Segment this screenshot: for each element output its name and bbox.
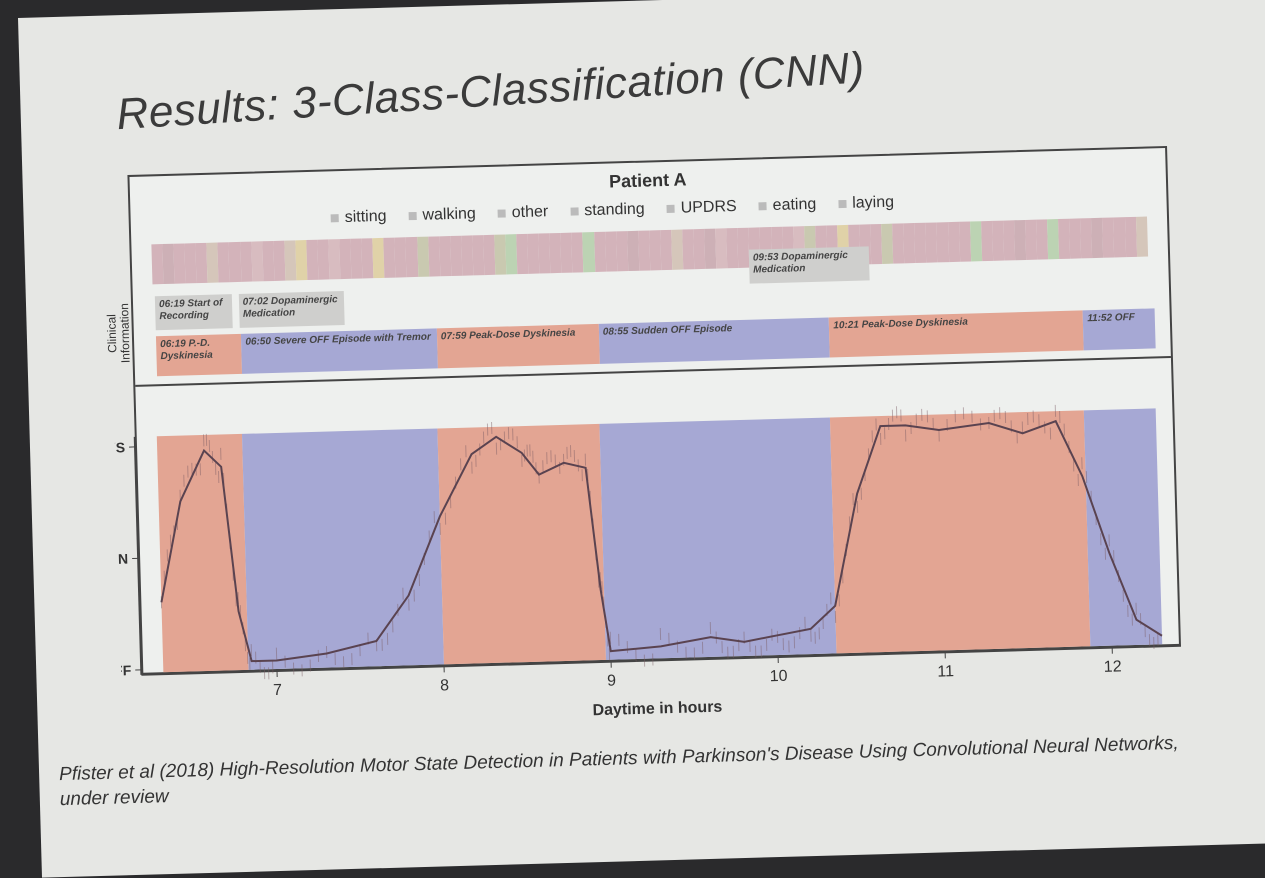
state-band bbox=[1084, 408, 1162, 646]
y-tick-label: ON bbox=[107, 551, 128, 568]
y-tick-label: DYS bbox=[107, 439, 125, 456]
citation: Pfister et al (2018) High-Resolution Mot… bbox=[59, 730, 1210, 812]
y-tick-label: OFF bbox=[107, 662, 131, 679]
x-tick-label: 10 bbox=[770, 668, 788, 685]
x-tick-label: 8 bbox=[440, 677, 449, 694]
y-axis bbox=[135, 437, 142, 675]
x-tick-label: 7 bbox=[273, 682, 282, 699]
x-tick-label: 9 bbox=[607, 673, 616, 690]
presentation-slide: Results: 3-Class-Classification (CNN) Pa… bbox=[18, 0, 1265, 878]
state-band bbox=[830, 410, 1090, 653]
x-tick-label: 12 bbox=[1104, 658, 1122, 675]
x-axis-label: Daytime in hours bbox=[592, 699, 722, 721]
slide-title: Results: 3-Class-Classification (CNN) bbox=[115, 43, 866, 140]
plot-area: OFF ON DYS 7 8 9 10 11 12 bbox=[107, 146, 1182, 715]
x-tick-label: 11 bbox=[937, 663, 954, 680]
state-band bbox=[242, 428, 444, 669]
state-band bbox=[599, 417, 836, 659]
